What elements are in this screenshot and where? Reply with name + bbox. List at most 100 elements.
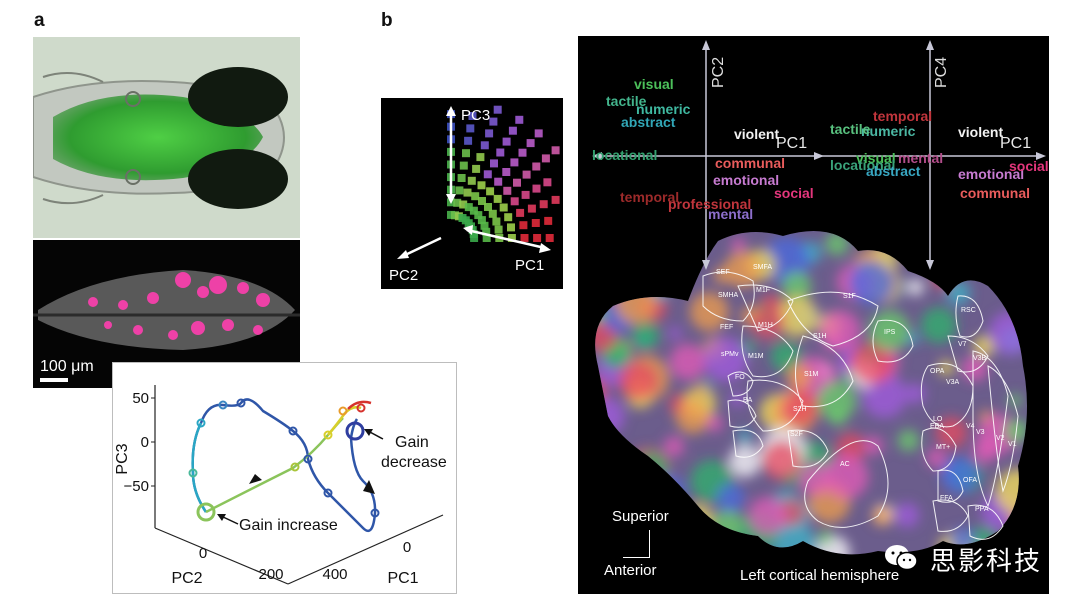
roi-label: SMFA [753, 264, 772, 271]
roi-label: BA [743, 397, 753, 404]
roi-label: EBA [930, 423, 944, 430]
cubelet [502, 168, 511, 176]
cubelet [488, 209, 497, 218]
pc2-arrow [402, 236, 442, 258]
cubelet [462, 149, 470, 158]
wechat-logo-icon [885, 545, 918, 571]
semantic-word: abstract [866, 163, 921, 179]
semantic-word: temporal [620, 189, 679, 205]
semantic-word: communal [715, 155, 785, 171]
pc3-label: PC3 [461, 107, 490, 124]
cubelet [467, 176, 476, 185]
cubelet [483, 170, 492, 179]
cortex-color-patch [942, 456, 979, 494]
cortex-color-patch [905, 383, 926, 404]
cubelet [477, 216, 486, 225]
cubelet [513, 178, 521, 187]
cubelet [472, 164, 481, 173]
cortex-color-patch [872, 505, 893, 526]
cubelet [522, 170, 531, 179]
direction-arrow [363, 480, 375, 494]
semantic-word: communal [960, 185, 1030, 201]
cubelet [455, 186, 464, 195]
cortex-color-patch [777, 296, 818, 337]
panel-letter-a: a [34, 10, 45, 31]
cortex-color-patch [920, 307, 957, 344]
semantic-word: violent [958, 124, 1003, 140]
cubelet [463, 188, 472, 197]
pc2-tick-label: 0 [199, 545, 207, 562]
cortex-color-patch [972, 438, 998, 464]
cubelet [469, 206, 478, 215]
cortex-color-patch [669, 343, 706, 381]
cubelet [492, 217, 501, 226]
cubelet [494, 177, 503, 186]
semantic-word: locational [830, 157, 895, 173]
cortex-color-patch [724, 251, 761, 288]
cubelet [551, 195, 560, 204]
cortex-color-patch [713, 267, 730, 284]
cortex-color-patch [798, 462, 832, 496]
semantic-word: abstract [621, 114, 676, 130]
cubelet [515, 115, 524, 124]
cortex-color-patch [819, 309, 861, 352]
cubelet [521, 190, 530, 199]
cubelet [459, 200, 468, 209]
cubelet [543, 178, 552, 187]
cubelet [510, 197, 519, 206]
cubelet [507, 223, 515, 232]
roi-label: V7 [958, 341, 967, 348]
cubelet [464, 203, 473, 212]
cortex-color-patch [632, 321, 660, 350]
roi-label: S1F [843, 293, 856, 300]
cortex-color-patch [781, 271, 812, 301]
orientation-anterior-label: Anterior [604, 562, 657, 579]
semantic-word: visual [634, 76, 674, 92]
cortex-color-patch [897, 429, 920, 452]
cortex-color-patch [894, 502, 920, 528]
semantic-word: locational [592, 147, 657, 163]
neural-trajectory-plot: 50 0 −50 PC3 0 200 PC2 400 0 PC1 [112, 362, 457, 594]
roi-label: MT+ [936, 444, 950, 451]
left-x-axis-label: PC1 [776, 135, 807, 152]
cubelet [532, 162, 541, 171]
semantic-word: emotional [958, 166, 1024, 182]
cortex-color-patch [703, 337, 748, 382]
cortex-color-patch [668, 326, 682, 340]
cortex-color-patch [935, 416, 968, 449]
y-tick-label: −50 [124, 478, 149, 495]
roi-label: SMHA [718, 292, 739, 299]
cubelet [478, 197, 486, 205]
cubelet [459, 161, 468, 170]
cubelet [507, 234, 516, 242]
gain-decrease-label-line2: decrease [381, 454, 447, 471]
semantic-word: temporal [873, 108, 932, 124]
semantic-word: social [1009, 158, 1049, 174]
roi-label: M1H [758, 322, 773, 329]
cortex-color-patch [770, 341, 803, 373]
cubelet [510, 158, 519, 167]
orientation-superior-label: Superior [612, 508, 669, 525]
cubelet [499, 203, 508, 212]
cortex-color-patch [848, 260, 894, 306]
roi-label: V3B [973, 355, 987, 362]
cubelet [470, 234, 479, 242]
roi-label: FO [735, 374, 745, 381]
gain-decrease-label-line1: Gain [395, 434, 429, 451]
cortex-color-patch [961, 355, 988, 382]
cortex-color-patch [786, 364, 813, 390]
gain-increase-label: Gain increase [239, 517, 338, 534]
right-y-axis-label: PC4 [933, 57, 950, 88]
cubelet [541, 154, 550, 163]
pc2-axis-label: PC2 [171, 570, 202, 587]
cortex-color-patch [748, 496, 787, 535]
trajectory-path-teal [191, 422, 208, 513]
pc1-tick-label: 0 [403, 539, 411, 556]
roi-label: V2 [996, 435, 1005, 442]
cubelet [494, 225, 503, 234]
gain-increase-marker [196, 502, 216, 522]
cortex-color-patch [823, 454, 869, 499]
cubelet [508, 126, 517, 135]
cubelet [457, 174, 466, 182]
